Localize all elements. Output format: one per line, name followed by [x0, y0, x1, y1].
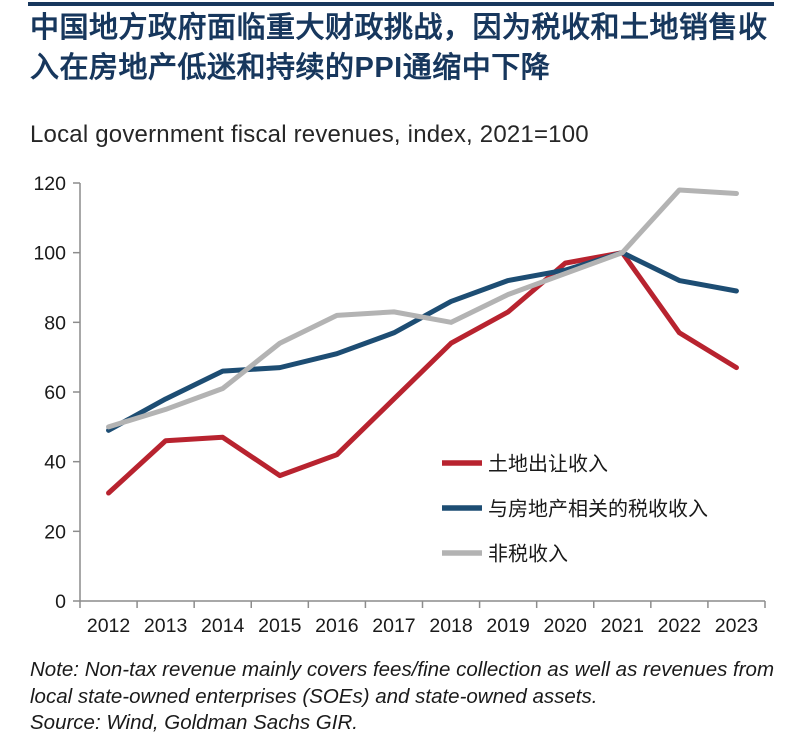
chart-svg: 0 20 40 60 80 100 120 2012 2013 2014 2015 2016 2017 2… — [33, 173, 766, 637]
y-tick-label: 100 — [33, 243, 66, 265]
y-tick-label: 120 — [33, 173, 66, 195]
line-chart: 0 20 40 60 80 100 120 2012 2013 2014 2015 2016 2017 2… — [0, 163, 800, 655]
x-tick-label: 2021 — [601, 615, 644, 637]
chart-title: Local government fiscal revenues, index,… — [30, 121, 589, 148]
source-text: Source: Wind, Goldman Sachs GIR. — [30, 711, 358, 734]
y-tick-label: 60 — [44, 382, 66, 404]
note-text: Note: Non-tax revenue mainly covers fees… — [30, 658, 775, 709]
top-rule — [28, 2, 774, 6]
x-tick-label: 2019 — [486, 615, 529, 637]
x-tick-label: 2012 — [87, 615, 130, 637]
y-tick-label: 80 — [44, 312, 66, 334]
legend-label-2: 非税收入 — [488, 543, 568, 566]
x-tick-label: 2020 — [544, 615, 588, 637]
legend-label-0: 土地出让收入 — [488, 453, 608, 476]
series-line-2 — [106, 187, 739, 430]
series-line-0 — [106, 250, 739, 496]
x-tick-label: 2022 — [658, 615, 701, 637]
legend-label-1: 与房地产相关的税收收入 — [488, 498, 708, 521]
y-tick-label: 20 — [44, 521, 66, 543]
x-tick-label: 2018 — [429, 615, 472, 637]
x-tick-label: 2023 — [715, 615, 758, 637]
x-tick-label: 2013 — [144, 615, 187, 637]
x-tick-label: 2017 — [372, 615, 415, 637]
x-tick-label: 2015 — [258, 615, 302, 637]
y-tick-label: 40 — [44, 452, 66, 474]
y-tick-label: 0 — [55, 591, 66, 613]
page-title: 中国地方政府面临重大财政挑战，因为税收和土地销售收入在房地产低迷和持续的PPI通… — [30, 12, 768, 85]
x-tick-label: 2016 — [315, 615, 358, 637]
x-tick-label: 2014 — [201, 615, 245, 637]
